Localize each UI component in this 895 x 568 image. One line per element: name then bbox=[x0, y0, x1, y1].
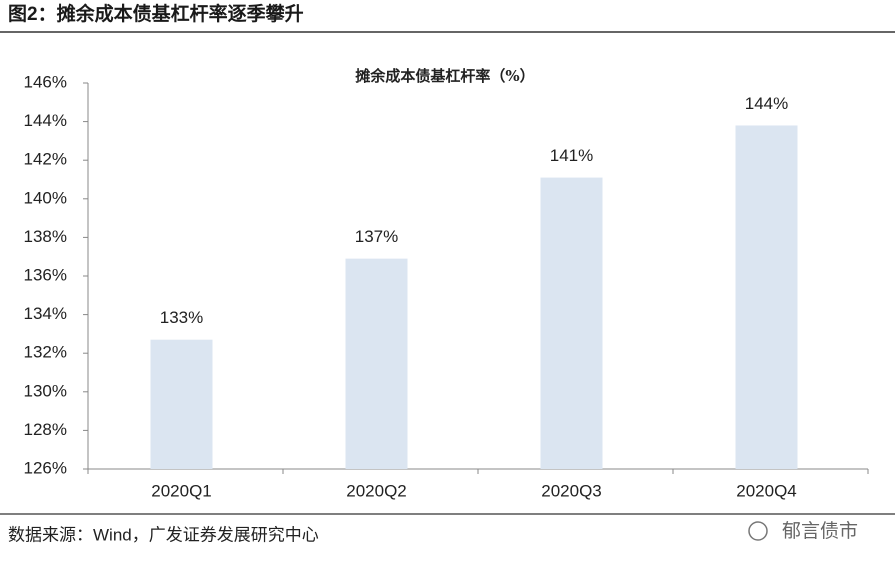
value-label: 141% bbox=[550, 146, 593, 165]
value-label: 137% bbox=[355, 227, 398, 246]
y-tick-label: 128% bbox=[24, 420, 67, 439]
y-tick-label: 140% bbox=[24, 188, 67, 207]
y-tick-label: 144% bbox=[24, 111, 67, 130]
y-tick-label: 132% bbox=[24, 343, 67, 362]
watermark-icon bbox=[748, 521, 768, 541]
value-label: 144% bbox=[745, 94, 788, 113]
chart-title: 摊余成本债基杠杆率（%） bbox=[355, 67, 534, 85]
x-tick-label: 2020Q4 bbox=[736, 481, 797, 500]
bar bbox=[540, 177, 603, 469]
y-tick-label: 136% bbox=[24, 265, 67, 284]
y-tick-label: 146% bbox=[24, 72, 67, 91]
x-tick-label: 2020Q1 bbox=[151, 481, 212, 500]
y-tick-label: 142% bbox=[24, 150, 67, 169]
y-tick-label: 134% bbox=[24, 304, 67, 323]
figure-title: 图2：摊余成本债基杠杆率逐季攀升 bbox=[8, 2, 304, 25]
x-tick-label: 2020Q3 bbox=[541, 481, 602, 500]
value-label: 133% bbox=[160, 308, 203, 327]
source: 数据来源：Wind，广发证券发展研究中心 bbox=[8, 525, 319, 544]
x-tick-label: 2020Q2 bbox=[346, 481, 407, 500]
bar bbox=[150, 339, 213, 469]
y-tick-label: 126% bbox=[24, 458, 67, 477]
watermark: 郁言债市 bbox=[782, 520, 858, 542]
y-tick-label: 138% bbox=[24, 227, 67, 246]
y-tick-label: 130% bbox=[24, 381, 67, 400]
bar bbox=[735, 125, 798, 470]
bar bbox=[345, 258, 408, 469]
